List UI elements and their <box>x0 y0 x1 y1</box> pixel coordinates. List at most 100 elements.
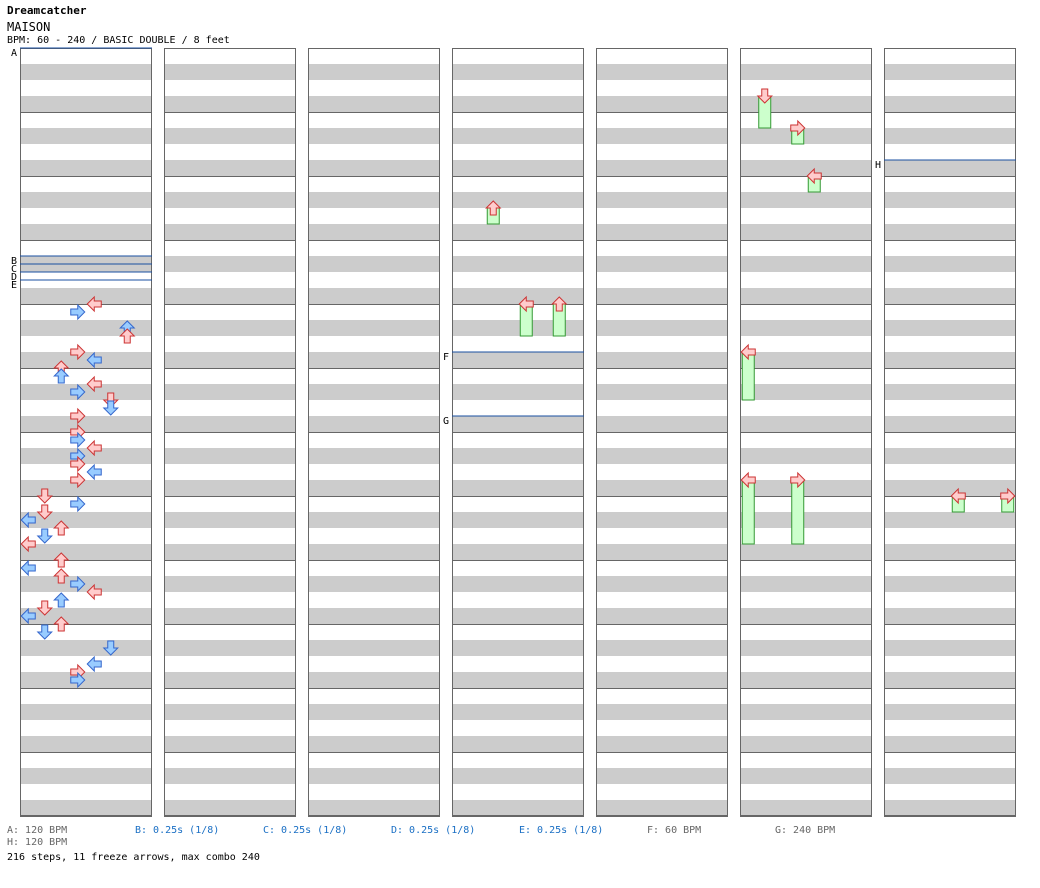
beat-stripe <box>20 736 152 752</box>
beat-stripe <box>452 192 584 208</box>
beat-stripe <box>308 448 440 464</box>
beat-stripe <box>884 496 1016 512</box>
step-arrow <box>70 575 86 593</box>
beat-stripe <box>20 48 152 64</box>
beat-stripe <box>596 480 728 496</box>
beat-stripe <box>740 432 872 448</box>
beat-stripe <box>740 640 872 656</box>
beat-stripe <box>308 768 440 784</box>
beat-stripe <box>740 512 872 528</box>
beat-stripe <box>164 240 296 256</box>
beat-stripe <box>884 288 1016 304</box>
beat-stripe <box>452 688 584 704</box>
beat-stripe <box>596 320 728 336</box>
beat-stripe <box>308 304 440 320</box>
beat-stripe <box>884 384 1016 400</box>
step-arrow <box>86 295 102 313</box>
freeze-head <box>551 296 568 312</box>
beat-stripe <box>20 656 152 672</box>
beat-stripe <box>164 48 296 64</box>
beat-stripe <box>164 496 296 512</box>
beat-stripe <box>740 384 872 400</box>
beat-stripe <box>308 48 440 64</box>
beat-stripe <box>308 416 440 432</box>
beat-stripe <box>452 208 584 224</box>
beat-stripe <box>20 800 152 816</box>
beat-stripe <box>164 192 296 208</box>
beat-stripe <box>596 224 728 240</box>
beat-stripe <box>596 416 728 432</box>
beat-stripe <box>452 560 584 576</box>
step-arrow <box>86 351 102 369</box>
beat-stripe <box>740 560 872 576</box>
beat-stripe <box>308 384 440 400</box>
beat-stripe <box>164 400 296 416</box>
beat-stripe <box>452 608 584 624</box>
beat-stripe <box>740 176 872 192</box>
beat-stripe <box>596 592 728 608</box>
chart-summary: 216 steps, 11 freeze arrows, max combo 2… <box>7 852 260 863</box>
step-arrow <box>20 559 36 577</box>
beat-stripe <box>740 624 872 640</box>
beat-stripe <box>20 336 152 352</box>
beat-stripe <box>596 784 728 800</box>
beat-stripe <box>596 336 728 352</box>
marker-note-f: F: 60 BPM <box>647 825 702 836</box>
beat-stripe <box>308 736 440 752</box>
marker-label: E <box>11 280 17 291</box>
beat-stripe <box>452 624 584 640</box>
beat-stripe <box>740 80 872 96</box>
beat-stripe <box>596 576 728 592</box>
beat-stripe <box>740 736 872 752</box>
step-arrow <box>86 655 102 673</box>
beat-stripe <box>596 208 728 224</box>
beat-stripe <box>596 688 728 704</box>
marker-label: A <box>11 48 17 59</box>
beat-stripe <box>308 624 440 640</box>
step-arrow <box>70 383 86 401</box>
beat-stripe <box>308 496 440 512</box>
beat-stripe <box>596 640 728 656</box>
beat-stripe <box>20 176 152 192</box>
beat-stripe <box>164 96 296 112</box>
step-arrow <box>86 439 102 457</box>
beat-stripe <box>740 304 872 320</box>
column-border <box>452 48 584 816</box>
beat-stripe <box>884 96 1016 112</box>
column-border <box>164 48 296 816</box>
beat-stripe <box>20 400 152 416</box>
beat-stripe <box>452 320 584 336</box>
beat-stripe <box>884 240 1016 256</box>
beat-stripe <box>884 608 1016 624</box>
marker-label: G <box>443 416 449 427</box>
beat-stripe <box>308 464 440 480</box>
beat-stripe <box>20 784 152 800</box>
beat-stripe <box>164 272 296 288</box>
beat-stripe <box>596 288 728 304</box>
beat-stripe <box>452 176 584 192</box>
beat-stripe <box>884 160 1016 176</box>
beat-stripe <box>596 608 728 624</box>
beat-stripe <box>20 224 152 240</box>
beat-stripe <box>740 608 872 624</box>
beat-stripe <box>884 128 1016 144</box>
beat-stripe <box>308 608 440 624</box>
beat-stripe <box>452 480 584 496</box>
beat-stripe <box>596 512 728 528</box>
beat-stripe <box>884 432 1016 448</box>
beat-stripe <box>884 704 1016 720</box>
beat-stripe <box>20 704 152 720</box>
beat-stripe <box>20 576 152 592</box>
beat-stripe <box>452 288 584 304</box>
beat-stripe <box>308 400 440 416</box>
column-border <box>884 48 1016 816</box>
beat-stripe <box>308 640 440 656</box>
beat-stripe <box>452 512 584 528</box>
beat-stripe <box>164 112 296 128</box>
beat-stripe <box>164 352 296 368</box>
beat-stripe <box>740 688 872 704</box>
freeze-head <box>485 200 502 216</box>
beat-stripe <box>884 400 1016 416</box>
beat-stripe <box>20 432 152 448</box>
beat-stripe <box>164 592 296 608</box>
